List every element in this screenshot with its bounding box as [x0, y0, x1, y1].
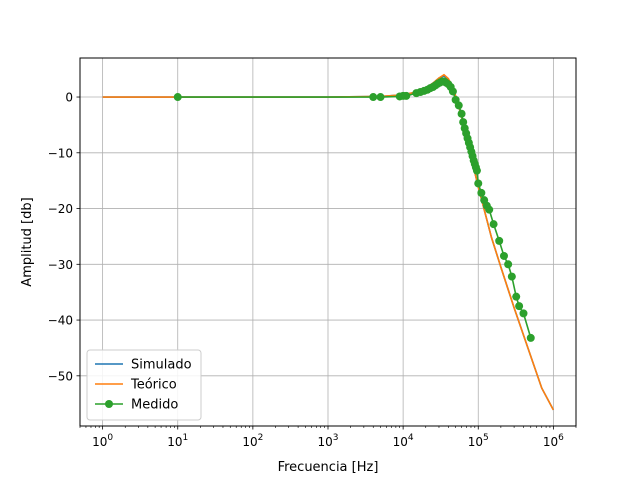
data-point-medido: [454, 101, 463, 110]
y-axis-label: Amplitud [db]: [20, 197, 35, 286]
data-point-medido: [173, 93, 182, 102]
y-tick-label: 0: [65, 91, 73, 105]
grid: [80, 58, 576, 426]
legend-label-medido: Medido: [131, 398, 178, 413]
legend: Simulado Teórico Medido: [86, 349, 202, 421]
y-tick-label: −40: [48, 314, 73, 328]
x-axis-label: Frecuencia [Hz]: [278, 460, 379, 475]
x-tick-label: 100: [92, 433, 113, 449]
x-tick-label: 104: [393, 433, 414, 449]
data-point-medido: [477, 188, 486, 197]
legend-label-te-rico: Teórico: [130, 378, 177, 393]
legend-label-simulado: Simulado: [131, 358, 192, 373]
legend-marker-medido: [105, 400, 113, 408]
data-point-medido: [495, 236, 504, 245]
x-tick-label: 102: [242, 433, 263, 449]
data-point-medido: [402, 91, 411, 100]
data-point-medido: [504, 260, 513, 269]
data-point-medido: [515, 302, 524, 311]
data-point-medido: [507, 272, 516, 281]
data-point-medido: [376, 93, 385, 102]
data-point-medido: [457, 109, 466, 118]
data-point-medido: [474, 179, 483, 188]
data-point-medido: [472, 166, 481, 175]
data-point-medido: [448, 87, 457, 96]
x-axis-minor-ticks: [79, 426, 577, 428]
y-tick-label: −10: [48, 146, 73, 160]
series-layer: [102, 73, 555, 411]
legend-box: [86, 349, 202, 421]
data-point-medido: [369, 93, 378, 102]
y-axis: 0 −10 −20 −30 −40 −50: [48, 91, 80, 383]
data-point-medido: [485, 205, 494, 214]
data-point-medido: [526, 333, 535, 342]
x-tick-label: 106: [543, 433, 564, 449]
x-axis: 100 101 102 103 104 105 106: [92, 426, 564, 449]
x-tick-label: 101: [167, 433, 188, 449]
x-tick-label: 103: [317, 433, 338, 449]
data-point-medido: [512, 292, 521, 301]
y-tick-label: −50: [48, 369, 73, 383]
x-tick-label: 105: [468, 433, 489, 449]
y-tick-label: −20: [48, 202, 73, 216]
data-point-medido: [499, 251, 508, 260]
data-point-medido: [459, 118, 468, 127]
y-tick-label: −30: [48, 258, 73, 272]
data-point-medido: [489, 220, 498, 229]
series-line-medido: [177, 80, 532, 339]
data-point-medido: [519, 309, 528, 318]
